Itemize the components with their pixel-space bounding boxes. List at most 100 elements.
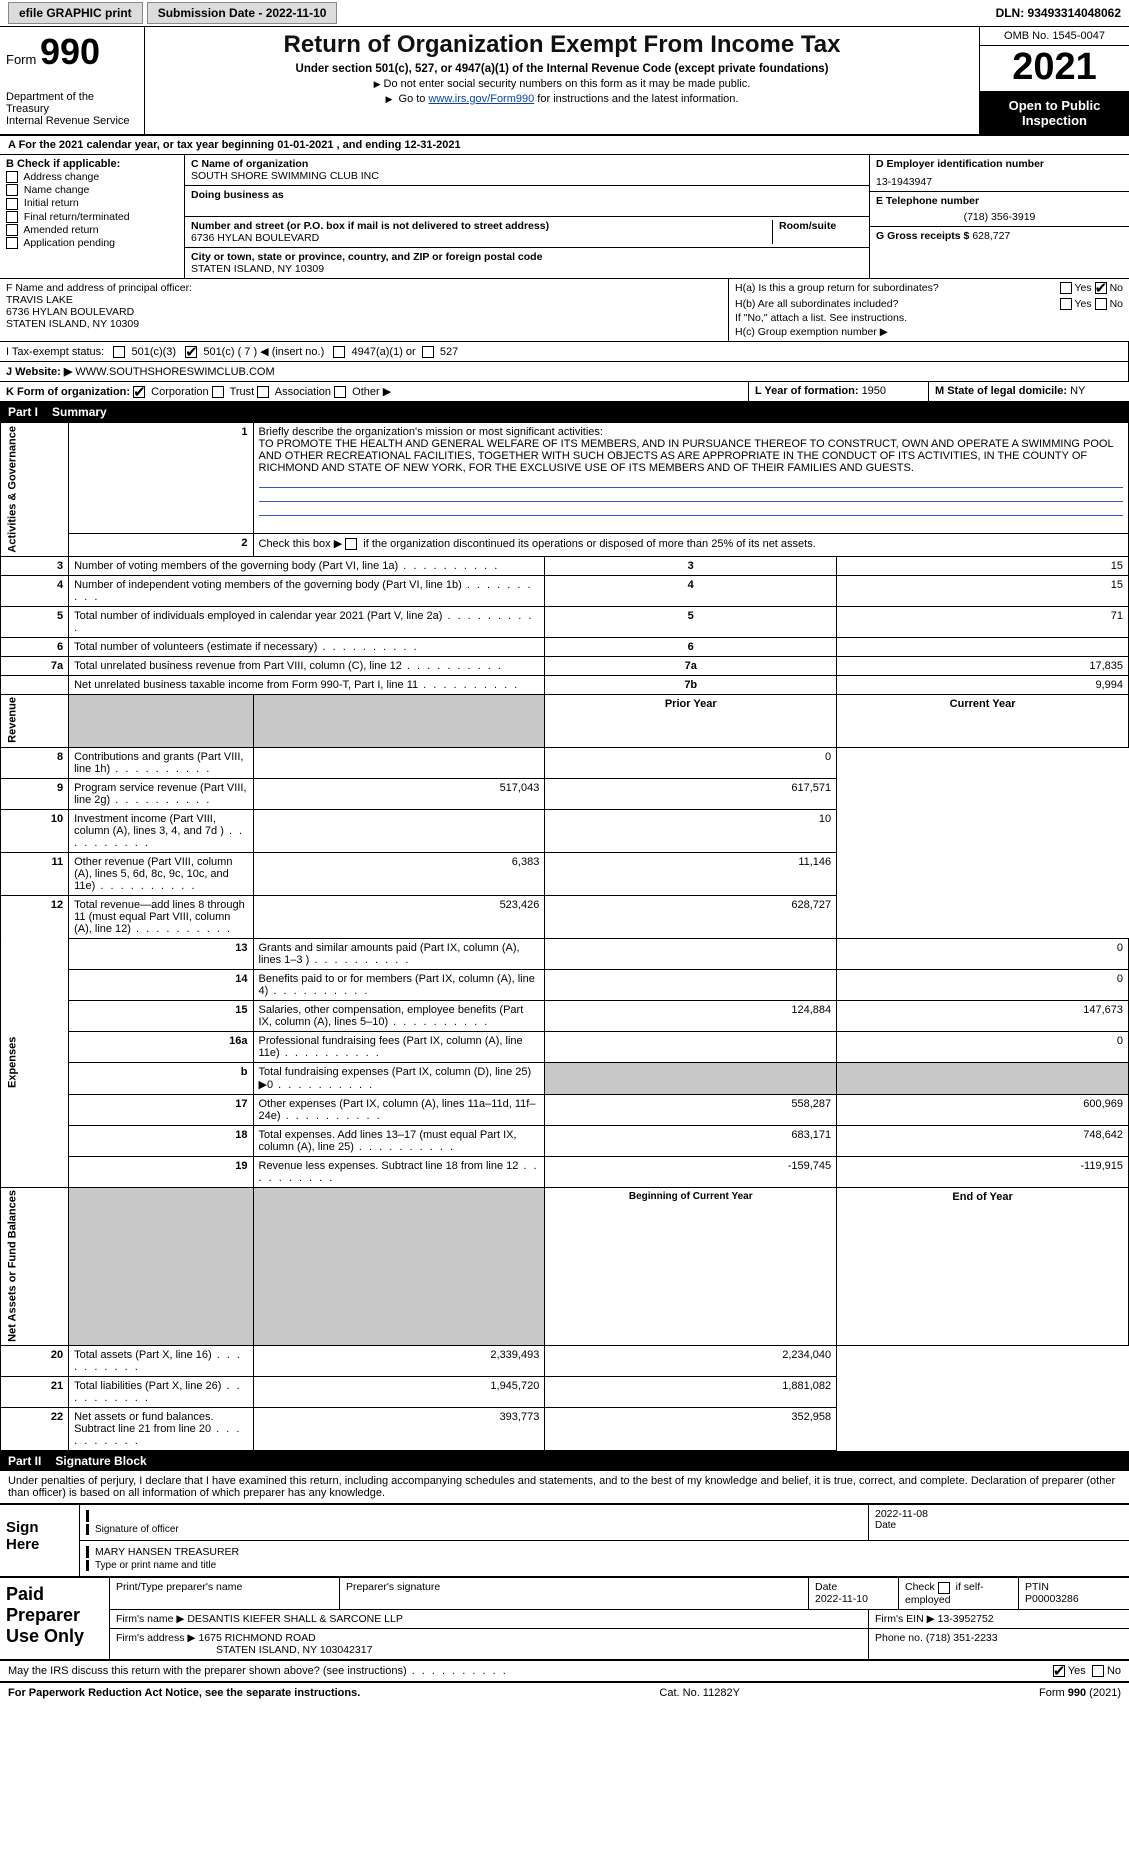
efile-button[interactable]: efile GRAPHIC print bbox=[8, 2, 143, 24]
yes-label: Yes bbox=[1075, 282, 1092, 294]
box-b-checkbox[interactable] bbox=[6, 237, 18, 249]
line-num: 9 bbox=[1, 778, 69, 809]
prior-value: 6,383 bbox=[253, 852, 545, 895]
discuss-yes-checkbox[interactable] bbox=[1053, 1665, 1065, 1677]
discuss-row: May the IRS discuss this return with the… bbox=[0, 1661, 1129, 1683]
trust-checkbox[interactable] bbox=[212, 386, 224, 398]
submission-date-button[interactable]: Submission Date - 2022-11-10 bbox=[147, 2, 338, 24]
line-text: Other revenue (Part VIII, column (A), li… bbox=[69, 852, 253, 895]
box-b-checkbox[interactable] bbox=[6, 171, 18, 183]
501c-label: 501(c) ( 7 ) ◀ (insert no.) bbox=[203, 346, 324, 358]
footer-mid: Cat. No. 11282Y bbox=[659, 1687, 740, 1699]
501c-checkbox[interactable] bbox=[185, 346, 197, 358]
ha-no-checkbox[interactable] bbox=[1095, 282, 1107, 294]
line-1-num: 1 bbox=[69, 423, 253, 534]
org-name-label: C Name of organization bbox=[191, 158, 863, 170]
part2-num: Part II bbox=[8, 1454, 41, 1468]
line-num: 18 bbox=[69, 1125, 253, 1156]
line-num: 21 bbox=[1, 1377, 69, 1408]
box-b-checkbox[interactable] bbox=[6, 224, 18, 236]
prior-value bbox=[545, 1031, 837, 1062]
part1-title: Summary bbox=[52, 405, 107, 419]
line-num: 15 bbox=[69, 1000, 253, 1031]
assoc-label: Association bbox=[275, 386, 331, 398]
phone-label: E Telephone number bbox=[876, 195, 1123, 207]
prep-sig-header: Preparer's signature bbox=[340, 1578, 809, 1608]
open-to-public: Open to Public Inspection bbox=[980, 92, 1129, 134]
summary-table: Activities & Governance 1 Briefly descri… bbox=[0, 422, 1129, 1451]
blank-line bbox=[259, 490, 1124, 502]
hc-label: H(c) Group exemption number ▶ bbox=[735, 326, 1123, 338]
hb-no-checkbox[interactable] bbox=[1095, 298, 1107, 310]
current-value: 600,969 bbox=[837, 1094, 1129, 1125]
part1-header: Part I Summary bbox=[0, 402, 1129, 422]
ssn-note: Do not enter social security numbers on … bbox=[151, 78, 973, 90]
corp-label: Corporation bbox=[151, 386, 208, 398]
blank-line bbox=[259, 476, 1124, 488]
prior-value bbox=[253, 809, 545, 852]
box-d: D Employer identification number 13-1943… bbox=[869, 155, 1129, 278]
line-num: 14 bbox=[69, 969, 253, 1000]
tax-status-label: I Tax-exempt status: bbox=[6, 346, 104, 358]
line-num: 16a bbox=[69, 1031, 253, 1062]
selfemp-checkbox[interactable] bbox=[938, 1582, 950, 1594]
box-c: C Name of organization SOUTH SHORE SWIMM… bbox=[185, 155, 869, 278]
sig-date-label: Date bbox=[875, 1520, 1123, 1531]
line-num: b bbox=[69, 1062, 253, 1094]
prior-value bbox=[545, 969, 837, 1000]
prior-value: 124,884 bbox=[545, 1000, 837, 1031]
line-box: 3 bbox=[545, 556, 837, 575]
blank-cell bbox=[253, 1187, 545, 1346]
q2-text: Check this box ▶ Check this box ▶ if the… bbox=[253, 534, 1129, 557]
assoc-checkbox[interactable] bbox=[257, 386, 269, 398]
527-checkbox[interactable] bbox=[422, 346, 434, 358]
box-b-option: Initial return bbox=[6, 197, 178, 209]
line-value: 71 bbox=[837, 606, 1129, 637]
box-b-option: Final return/terminated bbox=[6, 211, 178, 223]
current-value: -119,915 bbox=[837, 1156, 1129, 1187]
preparer-section: Paid Preparer Use Only Print/Type prepar… bbox=[0, 1578, 1129, 1660]
side-revenue: Revenue bbox=[1, 694, 69, 747]
grey-cell bbox=[545, 1062, 837, 1094]
sign-here-label: Sign Here bbox=[0, 1505, 80, 1576]
begin-value: 1,945,720 bbox=[253, 1377, 545, 1408]
other-checkbox[interactable] bbox=[334, 386, 346, 398]
section-fh: F Name and address of principal officer:… bbox=[0, 279, 1129, 342]
box-b-checkbox[interactable] bbox=[6, 184, 18, 196]
q1-text: TO PROMOTE THE HEALTH AND GENERAL WELFAR… bbox=[259, 438, 1114, 474]
ha-yes-checkbox[interactable] bbox=[1060, 282, 1072, 294]
4947-checkbox[interactable] bbox=[333, 346, 345, 358]
form990-link[interactable]: www.irs.gov/Form990 bbox=[428, 93, 534, 105]
box-b-checkbox[interactable] bbox=[6, 198, 18, 210]
perjury-text: Under penalties of perjury, I declare th… bbox=[0, 1471, 1129, 1503]
discuss-no-checkbox[interactable] bbox=[1092, 1665, 1104, 1677]
q2-checkbox[interactable] bbox=[345, 538, 357, 550]
current-value: 617,571 bbox=[545, 778, 837, 809]
line-text: Professional fundraising fees (Part IX, … bbox=[253, 1031, 545, 1062]
hb-yes-checkbox[interactable] bbox=[1060, 298, 1072, 310]
form-title: Return of Organization Exempt From Incom… bbox=[151, 31, 973, 59]
row-klm: K Form of organization: Corporation Trus… bbox=[0, 382, 1129, 402]
top-bar: efile GRAPHIC print Submission Date - 20… bbox=[0, 0, 1129, 27]
corp-checkbox[interactable] bbox=[133, 386, 145, 398]
firm-name-value: DESANTIS KIEFER SHALL & SARCONE LLP bbox=[187, 1613, 403, 1625]
501c3-checkbox[interactable] bbox=[113, 346, 125, 358]
begin-year-header: Beginning of Current Year bbox=[545, 1187, 837, 1346]
prior-value: 683,171 bbox=[545, 1125, 837, 1156]
room-label: Room/suite bbox=[779, 220, 863, 232]
blank-cell bbox=[253, 694, 545, 747]
row-i: I Tax-exempt status: 501(c)(3) 501(c) ( … bbox=[0, 342, 1129, 362]
goto-pre: Go to bbox=[399, 93, 429, 105]
box-b-checkbox[interactable] bbox=[6, 211, 18, 223]
sig-name: MARY HANSEN TREASURER bbox=[86, 1546, 1123, 1558]
line-value: 15 bbox=[837, 575, 1129, 606]
current-value: 11,146 bbox=[545, 852, 837, 895]
box-b: B Check if applicable: Address change Na… bbox=[0, 155, 185, 278]
line-text: Benefits paid to or for members (Part IX… bbox=[253, 969, 545, 1000]
firm-ein-value: 13-3952752 bbox=[938, 1613, 994, 1625]
officer-label: F Name and address of principal officer: bbox=[6, 282, 722, 294]
prior-value bbox=[253, 747, 545, 778]
line-box: 7a bbox=[545, 656, 837, 675]
header-left: Form 990 Department of the Treasury Inte… bbox=[0, 27, 145, 134]
current-value: 0 bbox=[545, 747, 837, 778]
